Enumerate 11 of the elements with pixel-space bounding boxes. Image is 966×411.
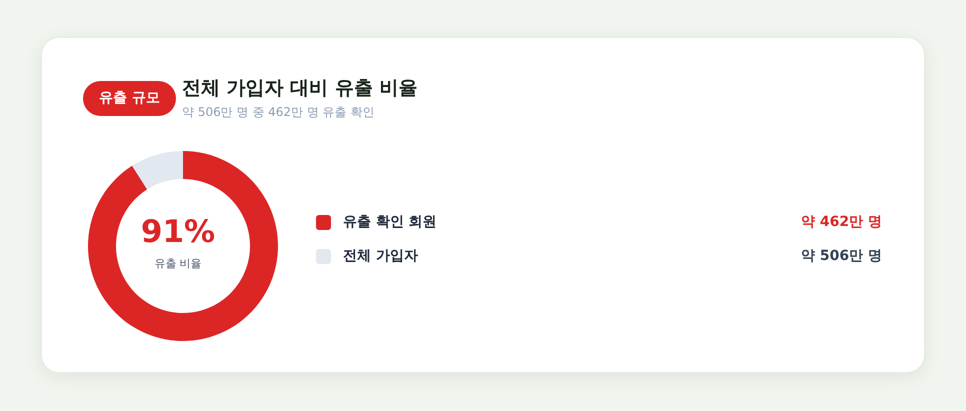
chart-subtitle: 약 506만 명 중 462만 명 유출 확인: [182, 104, 375, 120]
donut-slice: [88, 151, 278, 341]
text: 유출 규모: [83, 81, 176, 116]
donut-slice: [132, 151, 183, 190]
chart-title: 전체 가입자 대비 유출 비율: [182, 76, 418, 100]
legend-label: 유출 확인 회원: [343, 213, 437, 231]
data-label: 91%: [140, 213, 216, 251]
text: 약 462만 명: [801, 213, 882, 231]
text: 약 506만 명: [801, 247, 882, 265]
text: 유출 비율: [154, 257, 202, 271]
legend-label: 전체 가입자: [343, 247, 418, 265]
